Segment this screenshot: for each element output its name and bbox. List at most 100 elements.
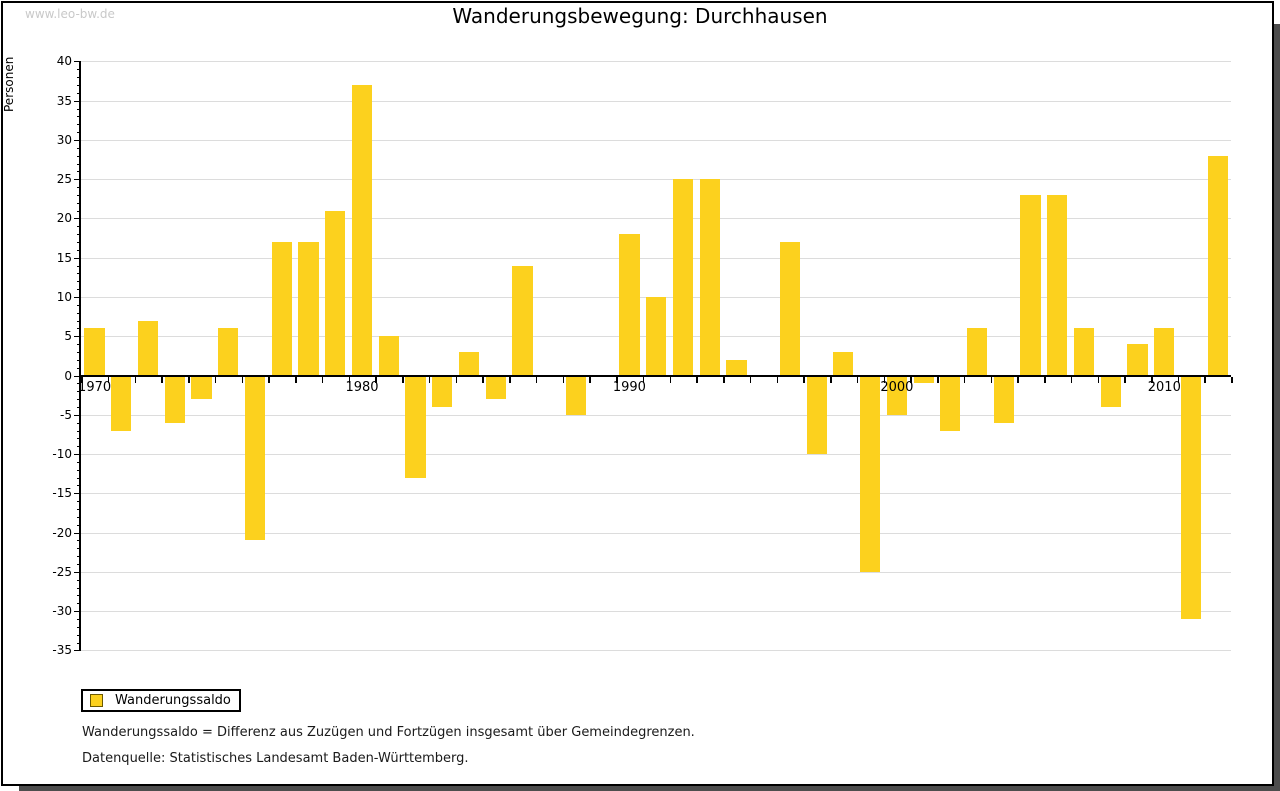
bar-1997 xyxy=(806,375,827,454)
gridline xyxy=(80,61,1231,63)
y-tick xyxy=(74,139,80,141)
x-tick-label-1990: 1990 xyxy=(612,379,646,395)
y-tick xyxy=(77,171,80,173)
y-tick xyxy=(77,477,80,479)
x-tick xyxy=(1177,376,1180,383)
bar-1974 xyxy=(191,375,212,400)
y-tick-label: -15 xyxy=(52,486,72,501)
bar-1975 xyxy=(218,328,239,376)
y-tick xyxy=(74,611,80,613)
y-tick xyxy=(77,595,80,597)
y-tick xyxy=(74,650,80,652)
x-tick-label-1980: 1980 xyxy=(345,379,379,395)
y-tick xyxy=(77,108,80,110)
y-tick xyxy=(74,571,80,573)
bar-1985 xyxy=(485,375,506,400)
y-tick xyxy=(77,485,80,487)
y-tick xyxy=(77,202,80,204)
x-tick xyxy=(321,376,324,383)
y-tick xyxy=(77,603,80,605)
y-tick xyxy=(77,273,80,275)
bar-1972 xyxy=(137,320,159,376)
y-tick xyxy=(77,461,80,463)
x-tick xyxy=(161,376,163,383)
y-tick xyxy=(77,524,80,526)
y-tick xyxy=(77,351,80,353)
y-tick xyxy=(77,242,80,243)
bar-2002 xyxy=(940,375,961,431)
footnote-source: Datenquelle: Statistisches Landesamt Bad… xyxy=(82,751,469,766)
y-tick-label: 40 xyxy=(56,54,72,69)
y-tick xyxy=(77,642,80,644)
x-tick xyxy=(562,376,565,383)
x-tick xyxy=(723,376,725,383)
y-tick xyxy=(77,359,80,361)
x-tick xyxy=(910,376,912,383)
bar-1993 xyxy=(699,179,720,376)
y-tick xyxy=(77,619,80,620)
bar-2000 xyxy=(886,375,907,415)
x-tick xyxy=(1151,376,1153,383)
y-tick xyxy=(77,556,80,558)
x-tick xyxy=(776,376,778,383)
x-tick xyxy=(883,376,885,383)
bar-1996 xyxy=(779,242,800,376)
y-tick xyxy=(77,579,80,581)
y-tick xyxy=(77,383,80,385)
bar-1988 xyxy=(565,375,587,415)
y-tick xyxy=(74,61,80,63)
y-tick-label: -5 xyxy=(60,407,72,422)
bar-2003 xyxy=(967,328,988,376)
x-tick xyxy=(348,376,351,383)
x-tick xyxy=(990,376,992,383)
bar-2006 xyxy=(1047,194,1068,376)
y-tick xyxy=(77,564,80,565)
y-tick xyxy=(77,516,80,518)
y-tick-label: -20 xyxy=(52,525,72,540)
x-tick xyxy=(803,376,805,383)
y-tick-label: 10 xyxy=(56,290,72,304)
legend: Wanderungssaldo xyxy=(81,689,241,712)
y-tick xyxy=(77,163,80,165)
bar-1980 xyxy=(351,84,373,376)
x-tick xyxy=(669,376,672,383)
y-tick xyxy=(77,124,80,126)
y-tick-label: 30 xyxy=(56,132,72,147)
bar-1999 xyxy=(860,375,881,572)
bar-1994 xyxy=(726,359,747,376)
gridline xyxy=(80,257,1231,259)
y-tick xyxy=(77,147,80,149)
bar-1973 xyxy=(164,375,185,423)
y-tick xyxy=(77,289,80,291)
y-tick xyxy=(77,587,80,589)
y-tick xyxy=(77,281,80,283)
bar-2008 xyxy=(1100,375,1121,407)
y-tick xyxy=(77,548,80,550)
bar-1986 xyxy=(512,265,533,376)
bar-2005 xyxy=(1020,194,1041,376)
gridline xyxy=(80,493,1231,495)
frame-shadow-bottom xyxy=(19,785,1280,791)
y-tick xyxy=(74,218,80,220)
x-tick xyxy=(830,376,832,383)
y-tick xyxy=(74,179,80,181)
x-tick xyxy=(1070,376,1073,383)
y-tick-label: 35 xyxy=(56,93,72,108)
x-tick xyxy=(749,376,752,383)
x-tick xyxy=(134,376,137,383)
x-tick xyxy=(1231,376,1233,383)
y-tick xyxy=(74,257,80,259)
y-tick-label: 15 xyxy=(56,250,72,265)
x-tick xyxy=(1124,376,1126,383)
y-tick xyxy=(77,92,80,94)
y-tick xyxy=(77,626,80,628)
bar-2009 xyxy=(1127,344,1148,376)
y-tick xyxy=(77,406,80,408)
bar-1977 xyxy=(271,242,292,376)
bar-1981 xyxy=(378,336,399,376)
x-tick xyxy=(509,376,511,383)
bar-1982 xyxy=(405,375,426,478)
bar-1998 xyxy=(833,351,854,376)
x-tick xyxy=(402,376,404,383)
x-tick xyxy=(482,376,484,383)
